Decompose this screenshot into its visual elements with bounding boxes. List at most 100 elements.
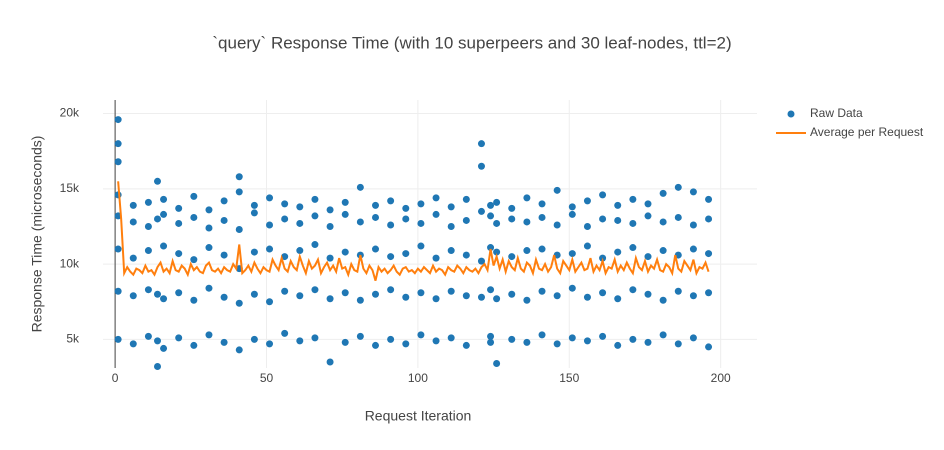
data-point	[326, 358, 334, 366]
data-point	[311, 241, 319, 249]
data-point	[508, 290, 516, 298]
data-point	[129, 340, 137, 348]
data-point	[614, 201, 622, 209]
data-point	[689, 221, 697, 229]
data-point	[114, 140, 122, 148]
data-point	[311, 286, 319, 294]
x-tick-label: 200	[711, 371, 731, 385]
data-point	[462, 341, 470, 349]
data-point	[705, 250, 713, 258]
data-point	[493, 248, 501, 256]
data-point	[659, 247, 667, 255]
data-point	[568, 284, 576, 292]
data-point	[114, 335, 122, 343]
data-point	[674, 340, 682, 348]
data-point	[235, 299, 243, 307]
data-point	[296, 203, 304, 211]
data-point	[432, 337, 440, 345]
data-point	[553, 340, 561, 348]
data-point	[447, 334, 455, 342]
data-point	[326, 295, 334, 303]
data-point	[205, 284, 213, 292]
legend-marker	[787, 110, 795, 118]
data-point	[447, 203, 455, 211]
data-point	[493, 295, 501, 303]
data-point	[523, 338, 531, 346]
data-point	[402, 215, 410, 223]
data-point	[235, 188, 243, 196]
data-point	[160, 242, 168, 250]
data-point	[417, 331, 425, 339]
data-point	[372, 201, 379, 209]
y-tick-label: 15k	[60, 181, 80, 195]
data-point	[583, 293, 591, 301]
data-point	[250, 335, 258, 343]
data-point	[477, 293, 485, 301]
data-point	[599, 215, 607, 223]
data-point	[644, 290, 652, 298]
data-point	[372, 213, 379, 221]
data-point	[629, 219, 637, 227]
data-point	[674, 287, 682, 295]
data-point	[462, 216, 470, 224]
data-point	[508, 335, 516, 343]
x-tick-label: 0	[112, 371, 119, 385]
data-point	[432, 194, 440, 202]
data-point	[508, 204, 516, 212]
data-point	[372, 341, 379, 349]
data-point	[689, 188, 697, 196]
data-point	[402, 340, 410, 348]
data-point	[372, 290, 379, 298]
data-point	[402, 204, 410, 212]
data-point	[614, 248, 622, 256]
x-tick-label: 50	[260, 371, 274, 385]
data-point	[629, 195, 637, 203]
data-point	[144, 247, 152, 255]
data-point	[644, 338, 652, 346]
data-point	[235, 173, 243, 181]
y-tick-label: 10k	[60, 256, 80, 270]
x-axis-title: Request Iteration	[365, 408, 472, 424]
data-point	[689, 292, 697, 300]
data-point	[341, 289, 349, 297]
data-point	[190, 213, 198, 221]
data-point	[659, 296, 667, 304]
data-point	[583, 337, 591, 345]
data-point	[175, 289, 183, 297]
data-point	[296, 292, 304, 300]
data-point	[462, 195, 470, 203]
data-point	[568, 334, 576, 342]
data-point	[175, 219, 183, 227]
data-point	[417, 219, 425, 227]
data-point	[160, 295, 168, 303]
data-point	[629, 335, 637, 343]
data-point	[154, 215, 161, 223]
data-point	[220, 293, 228, 301]
data-point	[341, 248, 349, 256]
data-point	[220, 197, 228, 205]
data-point	[387, 221, 395, 229]
data-point	[629, 244, 637, 252]
data-point	[154, 290, 161, 298]
data-point	[250, 209, 258, 217]
data-point	[705, 343, 713, 351]
data-point	[190, 296, 198, 304]
data-point	[523, 218, 531, 226]
data-point	[644, 200, 652, 208]
data-point	[160, 344, 168, 352]
data-point	[599, 332, 607, 340]
data-point	[508, 215, 516, 223]
data-point	[553, 292, 561, 300]
data-point	[432, 295, 440, 303]
data-point	[175, 334, 183, 342]
data-point	[190, 256, 198, 264]
data-point	[659, 331, 667, 339]
data-point	[614, 216, 622, 224]
data-point	[644, 212, 652, 220]
data-point	[447, 222, 455, 230]
data-point	[659, 189, 667, 197]
data-point	[487, 332, 495, 340]
data-point	[129, 201, 137, 209]
data-point	[154, 362, 161, 370]
